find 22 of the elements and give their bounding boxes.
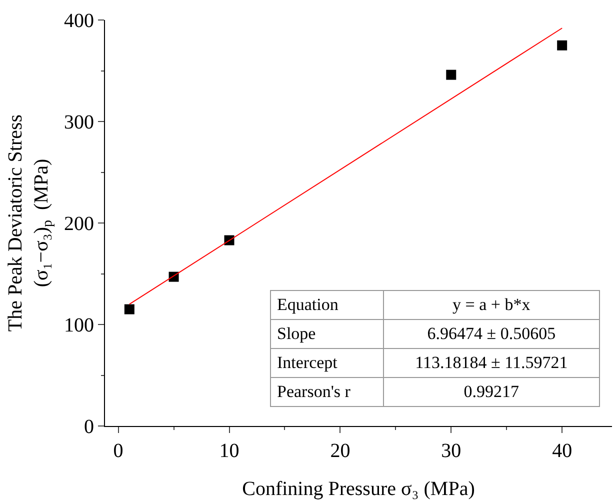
y-tick-label: 200 xyxy=(64,213,94,235)
y-tick-label: 100 xyxy=(64,314,94,336)
annotation: Intercept xyxy=(270,348,384,378)
x-tick-label: 40 xyxy=(552,440,572,462)
y-tick-label: 400 xyxy=(64,10,94,32)
point xyxy=(557,40,568,50)
annotation: y = a + b*x xyxy=(383,290,600,320)
x-tick-label: 10 xyxy=(219,440,240,462)
annotation: 113.18184 ± 11.59721 xyxy=(383,348,600,378)
annotation: Slope xyxy=(270,320,384,348)
x-tick-label: 20 xyxy=(330,440,350,462)
x-tick-label: 30 xyxy=(441,440,462,462)
x-tick-label: 0 xyxy=(113,440,124,462)
point xyxy=(446,70,456,80)
annotation: 0.99217 xyxy=(383,378,600,406)
x-axis-title: Confining Pressure σ₃ (MPa) xyxy=(242,478,475,500)
annotation: 6.96474 ± 0.50605 xyxy=(383,320,600,348)
y-tick-label: 300 xyxy=(64,112,94,134)
annotation: Equation xyxy=(270,290,384,320)
point xyxy=(124,304,134,314)
y-tick-label: 0 xyxy=(84,416,94,438)
annotation: Pearson's r xyxy=(270,378,384,406)
